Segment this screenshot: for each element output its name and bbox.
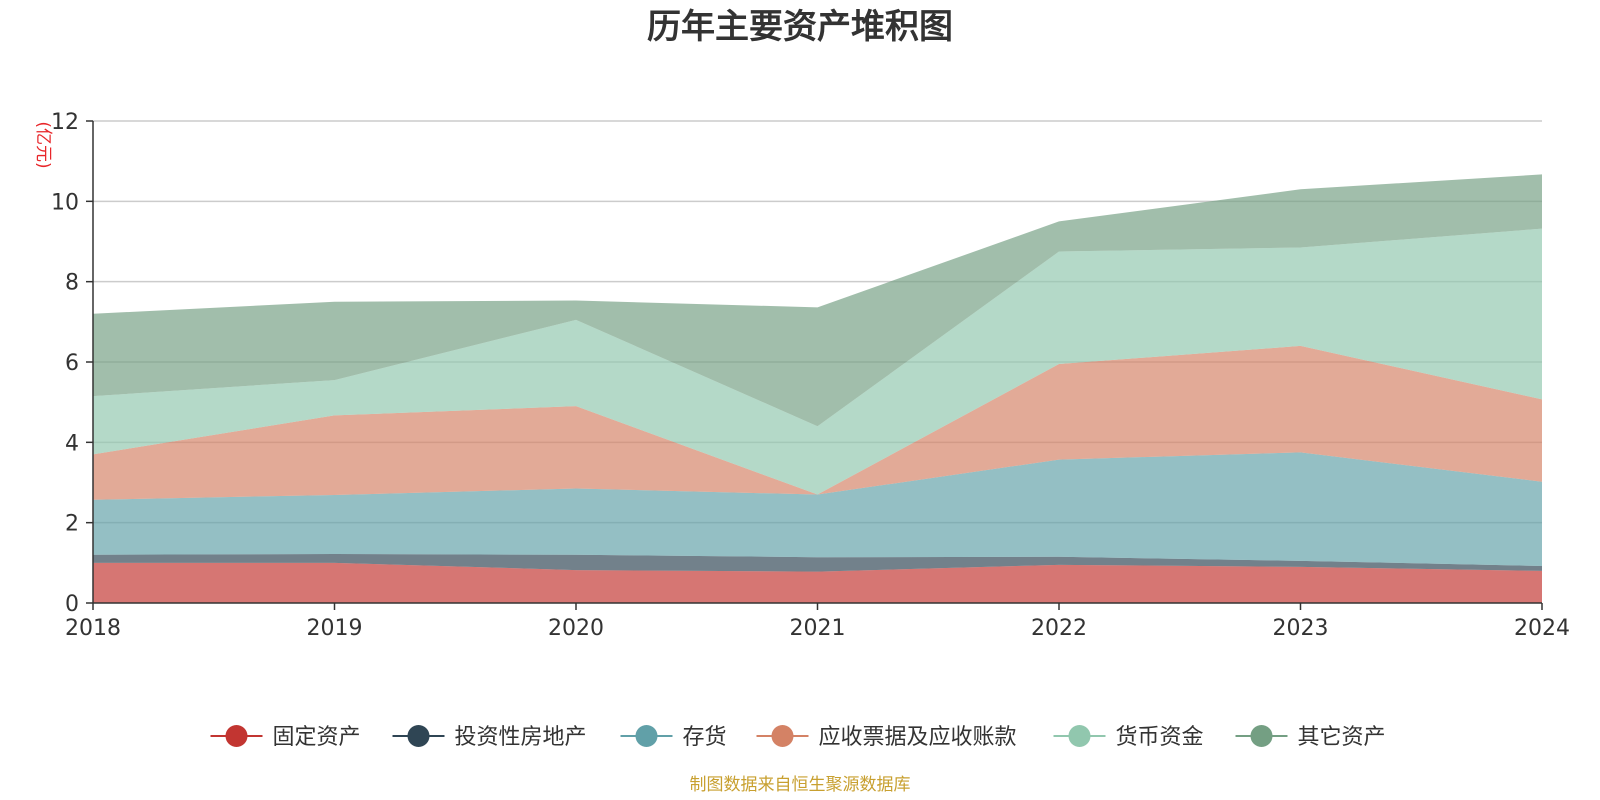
legend-marker [771,725,794,747]
x-tick-label: 2023 [1273,616,1329,641]
area-series-1 [93,562,1542,603]
y-tick-label: 4 [65,431,79,456]
x-tick-label: 2024 [1514,616,1570,641]
legend-label: 固定资产 [273,725,361,750]
legend-label: 其它资产 [1298,725,1386,750]
legend-item[interactable]: 存货 [620,725,727,750]
y-tick-label: 6 [65,351,79,376]
legend-marker [635,725,658,747]
legend-label: 存货 [683,725,727,750]
y-tick-label: 10 [51,190,79,215]
area-series-5 [93,228,1542,495]
legend: 固定资产 投资性房地产 存货 应收票据及应收账款 货币资金 其它资产 [210,725,1386,750]
area-series-4 [93,345,1542,500]
x-tick-label: 2021 [790,616,846,641]
legend-marker [225,725,248,747]
axes: 0 2 4 6 8 10 12 2018 2019 2020 2021 2022 2023 2024 [51,110,1570,641]
area-series-2 [93,553,1542,572]
legend-item[interactable]: 投资性房地产 [392,725,587,750]
y-tick-label: 2 [65,512,79,537]
y-axis-unit-label: (亿元) [33,121,53,168]
area-series-3 [93,452,1542,567]
x-tick-label: 2020 [548,616,604,641]
x-tick-label: 2022 [1031,616,1087,641]
legend-item[interactable]: 应收票据及应收账款 [756,725,1017,750]
x-tick-label: 2019 [307,616,363,641]
legend-label: 货币资金 [1116,725,1204,750]
legend-marker [1068,725,1091,747]
y-tick-label: 12 [51,110,79,135]
y-tick-label: 0 [65,592,79,617]
y-tick-label: 8 [65,271,79,296]
legend-item[interactable]: 其它资产 [1235,725,1386,750]
legend-item[interactable]: 货币资金 [1053,725,1204,750]
x-tick-label: 2018 [65,616,121,641]
chart-title: 历年主要资产堆积图 [647,7,953,47]
area-series-6 [93,174,1542,427]
legend-marker [407,725,430,747]
legend-item[interactable]: 固定资产 [210,725,361,750]
legend-marker [1250,725,1273,747]
legend-label: 投资性房地产 [455,725,587,750]
source-note: 制图数据来自恒生聚源数据库 [690,775,911,795]
area-series [93,174,1542,603]
legend-label: 应收票据及应收账款 [819,725,1017,750]
